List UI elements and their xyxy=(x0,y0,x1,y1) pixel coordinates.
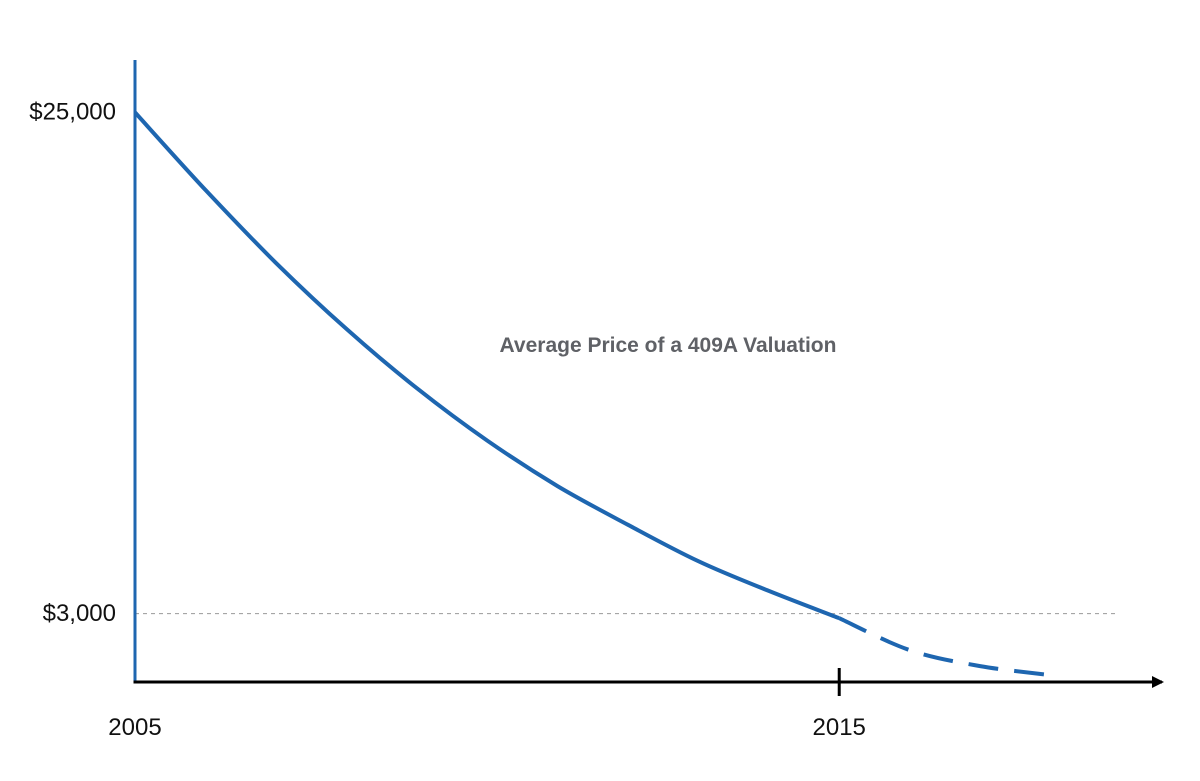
y-tick-label-25000: $25,000 xyxy=(29,99,116,126)
y-tick-label-3000: $3,000 xyxy=(43,600,116,627)
series-line-solid xyxy=(133,111,840,621)
series-line-projected xyxy=(838,616,1051,678)
x-tick-label-2015: 2015 xyxy=(813,714,866,741)
chart-annotation: Average Price of a 409A Valuation xyxy=(500,334,837,357)
x-tick-label-2005: 2005 xyxy=(108,714,161,741)
